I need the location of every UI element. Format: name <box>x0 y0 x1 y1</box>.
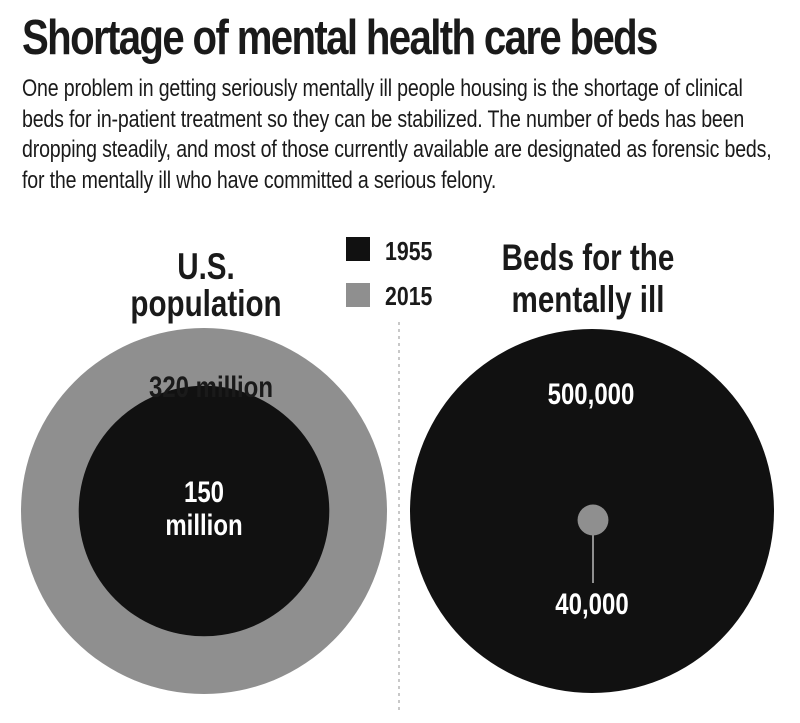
population-1955-label-line-1: 150 <box>184 474 224 508</box>
beds-chart-title: Beds for the mentally ill <box>502 238 675 321</box>
population-2015-label: 320 million <box>149 369 273 403</box>
population-1955-circle <box>78 385 330 637</box>
legend: 1955 2015 <box>346 237 432 312</box>
population-chart-title: U.S. population <box>130 247 281 325</box>
beds-title-line-2: mentally ill <box>512 280 665 321</box>
beds-title-line-1: Beds for the <box>502 238 675 279</box>
chart-title: Shortage of mental health care beds <box>22 11 658 65</box>
legend-swatch-1955 <box>346 237 370 261</box>
population-1955-label-line-2: million <box>165 507 242 541</box>
legend-label-2015: 2015 <box>385 282 432 312</box>
beds-1955-label: 500,000 <box>548 376 635 410</box>
legend-label-1955: 1955 <box>385 237 432 267</box>
legend-swatch-2015 <box>346 283 370 307</box>
beds-2015-circle <box>577 504 609 536</box>
chart-description: One problem in getting seriously mentall… <box>22 75 772 194</box>
population-1955-label: 150 million <box>165 474 242 541</box>
beds-2015-label: 40,000 <box>555 586 628 620</box>
population-title-line-2: population <box>130 284 281 325</box>
population-title-line-1: U.S. <box>177 247 235 288</box>
